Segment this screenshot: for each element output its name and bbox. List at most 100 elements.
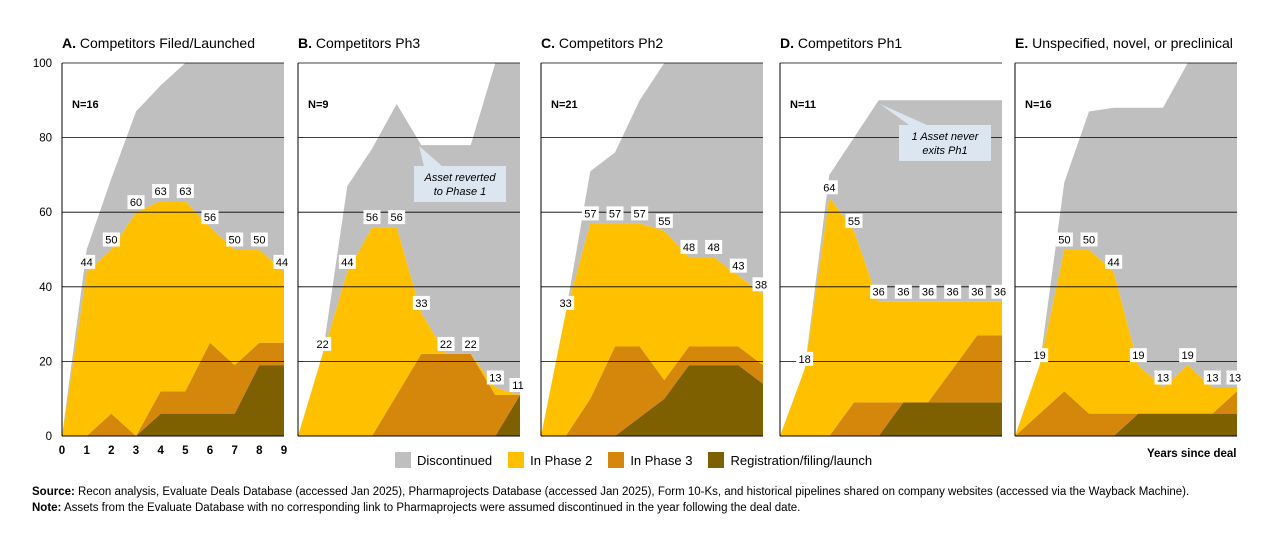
data-label-bg: [486, 370, 504, 385]
data-label: 22: [317, 339, 329, 351]
n-label: N=11: [790, 99, 816, 111]
x-tick-label: 5: [182, 445, 189, 457]
callout-text: 1 Asset never: [912, 131, 980, 143]
data-label-bg: [655, 213, 673, 228]
area-discontinued: [1015, 63, 1237, 436]
source-footnote: Source: Recon analysis, Evaluate Deals D…: [32, 484, 1189, 500]
panel-title-text: Competitors Ph2: [559, 35, 663, 51]
callout-text: to Phase 1: [434, 186, 487, 198]
panel-title-letter: E.: [1015, 35, 1032, 51]
area-phase2: [298, 227, 520, 436]
panel-title-text: Unspecified, novel, or preclinical: [1032, 35, 1233, 51]
data-label-bg: [557, 295, 575, 310]
data-label-bg: [1226, 370, 1244, 385]
legend-item-phase2: In Phase 2: [508, 452, 592, 468]
data-label-bg: [338, 254, 356, 269]
callout-box: [414, 166, 506, 202]
data-label: 63: [155, 186, 167, 198]
x-tick-label: 7: [231, 445, 237, 457]
x-tick-label: 6: [207, 445, 213, 457]
data-label: 48: [683, 242, 695, 254]
legend-label-registration: Registration/filing/launch: [730, 452, 873, 468]
data-label: 36: [947, 287, 959, 299]
data-label-bg: [176, 184, 194, 199]
data-label: 57: [584, 208, 596, 220]
y-tick-label: 40: [39, 282, 52, 294]
area-discontinued: [62, 63, 284, 436]
data-label-bg: [412, 295, 430, 310]
x-tick-label: 0: [59, 445, 65, 457]
data-label: 19: [1034, 350, 1046, 362]
data-label: 38: [755, 279, 767, 291]
legend-swatch-registration: [708, 452, 725, 468]
data-label: 44: [81, 257, 93, 269]
panel-e: E. Unspecified, novel, or preclinical N=1…: [1014, 35, 1244, 437]
callout: Asset reverted to Phase 1: [414, 146, 506, 202]
data-label: 50: [105, 235, 117, 247]
data-label: 19: [1132, 350, 1144, 362]
legend-label-discontinued: Discontinued: [417, 452, 493, 468]
data-label: 11: [512, 380, 523, 392]
data-label-bg: [363, 210, 381, 225]
source-label: Source:: [32, 486, 75, 498]
data-label: 48: [708, 242, 720, 254]
data-label: 50: [1058, 235, 1070, 247]
data-label-bg: [680, 239, 698, 254]
data-label-bg: [820, 180, 838, 195]
panel-c: C. Competitors Ph2 N=21 33 57 57 57 55 48 48 43 38: [540, 35, 770, 437]
data-label: 56: [204, 212, 216, 224]
data-label-bg: [1080, 232, 1098, 247]
area-discontinued: [541, 63, 763, 436]
y-tick-label: 60: [39, 207, 52, 219]
callout-text: Asset reverted: [424, 172, 497, 184]
x-axis-title: Years since deal: [1147, 448, 1237, 460]
data-label: 36: [971, 287, 983, 299]
data-label: 57: [609, 208, 621, 220]
area-phase2: [541, 223, 763, 436]
data-label-bg: [1031, 348, 1049, 363]
x-tick-label: 4: [157, 445, 164, 457]
data-label-bg: [944, 284, 962, 299]
panel-title-text: Competitors Ph1: [798, 35, 902, 51]
data-label-bg: [991, 284, 1009, 299]
legend-item-phase3: In Phase 3: [608, 452, 692, 468]
callout: 1 Asset never exits Ph1: [880, 104, 991, 161]
data-label: 57: [634, 208, 646, 220]
callout-text: exits Ph1: [922, 145, 967, 157]
legend-label-phase3: In Phase 3: [630, 452, 693, 468]
data-label: 44: [1108, 257, 1120, 269]
note-text: Assets from the Evaluate Database with n…: [61, 502, 801, 514]
x-tick-label: 8: [256, 445, 263, 457]
panel-title: E. Unspecified, novel, or preclinical: [1015, 35, 1233, 51]
legend-swatch-discontinued: [395, 452, 411, 468]
area-registration: [62, 365, 284, 436]
data-label-bg: [226, 232, 244, 247]
data-label: 56: [366, 212, 378, 224]
data-label-bg: [705, 239, 723, 254]
data-label-bg: [152, 184, 170, 199]
panel-title: A. Competitors Filed/Launched: [62, 35, 255, 51]
area-registration: [780, 402, 1002, 436]
data-label-bg: [127, 195, 145, 210]
y-tick-label: 100: [33, 58, 52, 70]
n-label: N=9: [308, 99, 329, 111]
data-label-bg: [102, 232, 120, 247]
data-label-bg: [250, 232, 268, 247]
data-label-bg: [78, 254, 96, 269]
data-label: 55: [848, 216, 860, 228]
data-label: 19: [1182, 350, 1194, 362]
data-label-bg: [729, 258, 747, 273]
data-label: 13: [1157, 373, 1169, 385]
data-label: 56: [391, 212, 403, 224]
area-phase3: [298, 353, 520, 436]
data-label: 18: [799, 354, 811, 366]
data-label-bg: [1154, 370, 1172, 385]
data-label-bg: [796, 351, 814, 366]
data-label-bg: [606, 206, 624, 221]
area-phase2: [780, 197, 1002, 436]
data-label-bg: [509, 377, 527, 392]
panel-title: B. Competitors Ph3: [298, 35, 420, 51]
area-registration: [1015, 413, 1237, 436]
data-label-bg: [870, 284, 888, 299]
callout-pointer: [880, 104, 927, 125]
